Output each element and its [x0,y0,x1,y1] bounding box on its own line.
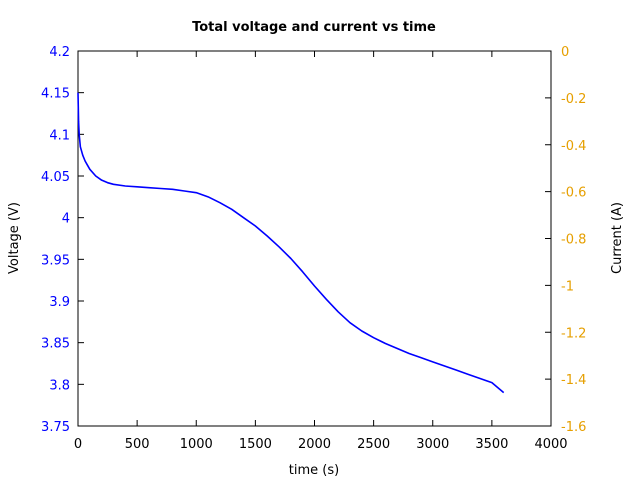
y-tick-label: 3.85 [41,337,70,352]
x-tick-label: 0 [74,437,82,452]
plot-frame [77,50,552,427]
y2-tick-label: -0.6 [561,186,586,201]
y2-axis-label: Current (A) [610,202,625,274]
y-tick-label: 4 [62,212,70,227]
y2-tick-label: -1.4 [561,373,586,388]
y2-tick-label: -1 [561,279,574,294]
y2-tick-label: 0 [561,45,569,60]
y-axis-right: 0 -0.2 -0.4 -0.6 -0.8 -1 -1.2 -1.4 -1.6 [545,45,586,435]
x-tick-label: 2000 [298,437,331,452]
x-tick-label: 3000 [416,437,449,452]
x-tick-label: 3500 [475,437,508,452]
y-tick-label: 4.15 [41,87,70,102]
y2-tick-label: -0.4 [561,139,586,154]
x-tick-label: 500 [125,437,150,452]
x-axis: 0 500 1000 1500 2000 2500 3000 3500 4000 [74,51,568,452]
x-tick-label: 1500 [239,437,272,452]
y2-tick-label: -1.6 [561,420,586,435]
voltage-series-line [77,92,505,394]
y-tick-label: 3.8 [49,378,70,393]
y2-tick-label: -1.2 [561,326,586,341]
y-tick-label: 3.95 [41,253,70,268]
y-tick-label: 4.2 [49,45,70,60]
series-layer [77,92,505,394]
x-tick-label: 1000 [180,437,213,452]
x-axis-label: time (s) [289,463,339,478]
y2-tick-label: -0.2 [561,92,586,107]
x-tick-label: 2500 [357,437,390,452]
y-axis-label: Voltage (V) [7,202,22,274]
y-tick-label: 4.05 [41,170,70,185]
x-tick-label: 4000 [534,437,567,452]
y2-tick-label: -0.8 [561,233,586,248]
plot-border [77,50,552,427]
chart-title: Total voltage and current vs time [192,20,436,35]
y-tick-label: 3.75 [41,420,70,435]
y-tick-label: 4.1 [49,128,70,143]
y-tick-label: 3.9 [49,295,70,310]
y-axis-left: 3.75 3.8 3.85 3.9 3.95 4 4.05 4.1 4.15 4.2 [41,45,84,435]
